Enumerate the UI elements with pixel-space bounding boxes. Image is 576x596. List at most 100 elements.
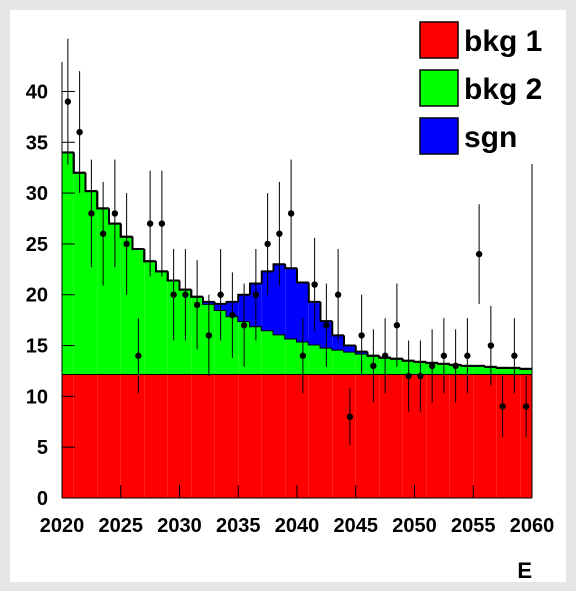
data-point [264, 240, 271, 248]
data-point [276, 230, 283, 237]
bar-segment [379, 374, 391, 498]
step-edge [460, 364, 474, 367]
bar-segment [214, 309, 227, 375]
y-tick-label: 35 [26, 132, 48, 154]
bar-segment [273, 334, 286, 375]
step-edge [284, 264, 297, 270]
data-point [311, 281, 318, 288]
bar-segment [132, 374, 145, 498]
bar-segment [391, 374, 403, 498]
bar-segment [156, 271, 168, 375]
step-edge [296, 268, 309, 284]
data-point [440, 352, 448, 359]
y-tick-label: 10 [26, 386, 48, 408]
bar-segment [62, 152, 74, 375]
bar-segment [297, 282, 309, 342]
step-edge [484, 365, 497, 368]
step-edge [143, 249, 156, 263]
bar-segment [355, 374, 368, 498]
step-edge [366, 351, 380, 357]
bar-segment [109, 374, 121, 498]
legend-label: bkg 2 [464, 73, 542, 106]
bar-segment [97, 374, 109, 498]
data-point [170, 291, 177, 298]
bar-segment [261, 374, 274, 498]
bar-segment [367, 374, 380, 498]
step-edge [272, 263, 286, 272]
y-tick-label: 40 [26, 81, 48, 103]
step-edge [354, 345, 368, 353]
bar-segment [461, 374, 474, 498]
y-tick-label: 15 [26, 336, 48, 358]
step-edge [390, 357, 403, 360]
bar-segment [203, 374, 215, 498]
y-tick-label: 5 [37, 437, 48, 459]
data-point [346, 413, 354, 420]
bar-segment [449, 374, 462, 498]
bar-segment [167, 374, 180, 498]
step-edge [155, 261, 168, 273]
bar-segment [144, 261, 156, 375]
data-point [428, 362, 436, 370]
data-point [123, 240, 130, 248]
bar-segment [426, 374, 438, 498]
x-tick-label: 2020 [40, 515, 85, 537]
step-edge [84, 172, 98, 193]
bar-segment [179, 374, 192, 498]
legend-label: bkg 1 [464, 25, 542, 58]
data-point [287, 210, 295, 217]
x-tick-label: 2025 [99, 515, 144, 537]
bar-segment [156, 374, 168, 498]
y-tick-label: 0 [37, 488, 48, 510]
data-point [464, 352, 471, 359]
bar-segment [238, 374, 250, 498]
bar-segment [332, 374, 344, 498]
data-point [229, 311, 236, 319]
step-edge [401, 358, 415, 362]
x-tick-label: 2050 [392, 515, 437, 537]
data-point [499, 403, 506, 410]
x-tick-label: 2060 [510, 515, 555, 537]
data-point [88, 210, 95, 217]
bar-segment [344, 351, 356, 375]
data-point [205, 332, 213, 339]
step-edge [343, 335, 356, 347]
data-point [358, 332, 365, 339]
y-tick-label: 20 [26, 285, 48, 307]
bar-segment [250, 326, 262, 375]
step-edge [319, 301, 333, 323]
data-point [111, 210, 119, 217]
legend: bkg 1 bkg 2 sgn [416, 16, 560, 164]
bar-segment [496, 367, 509, 375]
bar-segment [332, 349, 344, 375]
bar-segment [261, 271, 274, 331]
x-tick-label: 2045 [334, 515, 379, 537]
bar-segment [120, 236, 133, 375]
step-edge [178, 280, 192, 291]
bar-segment [250, 374, 262, 498]
y-tick-label: 30 [26, 183, 48, 205]
bar-segment [120, 374, 133, 498]
data-point [522, 403, 530, 410]
data-point [452, 362, 459, 370]
data-point [135, 352, 142, 359]
legend-swatch [419, 69, 459, 107]
data-point [64, 98, 72, 105]
data-point [334, 291, 342, 298]
step-edge [413, 360, 427, 363]
data-point [487, 342, 495, 349]
bar-segment [62, 374, 74, 498]
bar-segment [285, 338, 297, 375]
data-point [193, 301, 201, 309]
bar-segment [273, 374, 286, 498]
data-point [240, 322, 248, 329]
data-point [299, 352, 307, 359]
bar-segment [473, 365, 485, 375]
bar-segment [332, 335, 344, 350]
bar-segment [191, 374, 203, 498]
x-tick-label: 2055 [451, 515, 496, 537]
data-point [475, 250, 483, 258]
